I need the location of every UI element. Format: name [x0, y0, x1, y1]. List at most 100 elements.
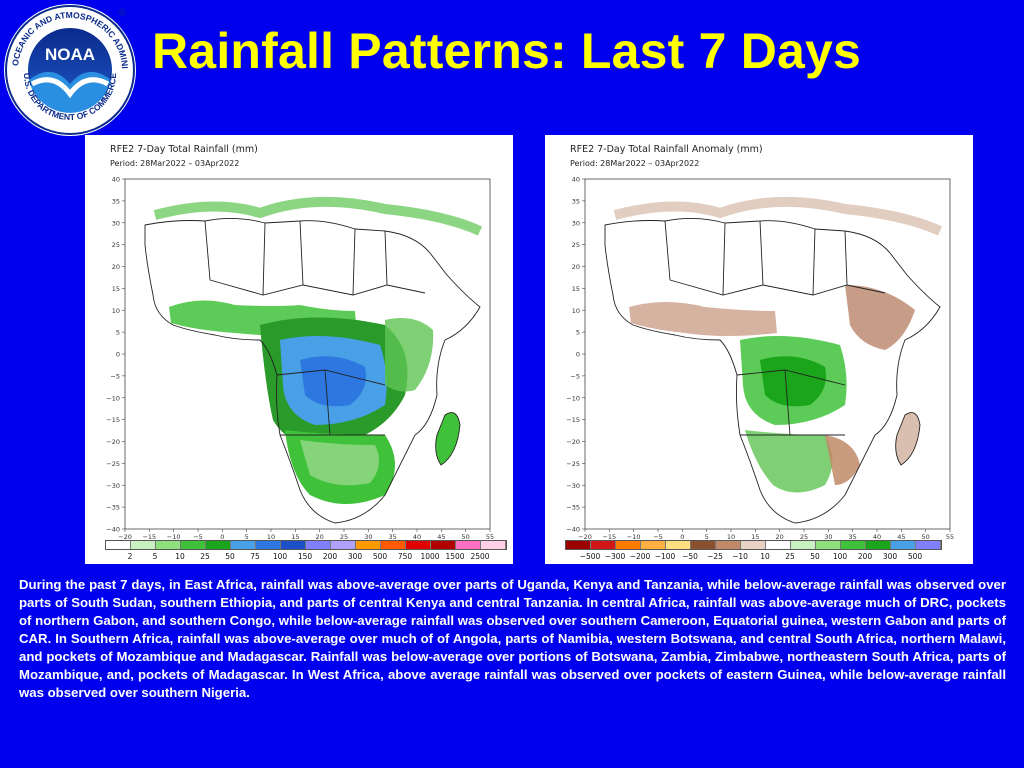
legend-swatch [791, 541, 816, 549]
legend-swatch [181, 541, 206, 549]
rainfall-anomaly-map-panel: RFE2 7-Day Total Rainfall Anomaly (mm) P… [545, 135, 973, 564]
lon-axis: −20 −15 −10 −5 0 5 10 15 20 25 30 35 40 45 50 55 [578, 529, 954, 541]
legend-tick-label: 300 [347, 552, 363, 561]
legend-swatch [691, 541, 716, 549]
rainfall-anomaly-map-period: Period: 28Mar2022 – 03Apr2022 [570, 159, 700, 168]
legend-swatch [591, 541, 616, 549]
legend-swatch [816, 541, 841, 549]
lon-axis: −20 −15 −10 −5 0 5 10 15 20 25 30 35 40 45 50 55 [118, 529, 494, 541]
lat-tick-label: 10 [572, 307, 580, 315]
lat-tick-label: −15 [566, 416, 580, 424]
legend-swatch [431, 541, 456, 549]
lat-tick-label: 35 [112, 197, 120, 205]
lat-tick-label: −40 [106, 526, 120, 534]
total-rainfall-map-title: RFE2 7-Day Total Rainfall (mm) [110, 144, 258, 155]
lon-tick-label: 45 [897, 533, 905, 541]
lat-tick-label: 15 [572, 285, 580, 293]
legend-tick-label: 5 [152, 552, 158, 561]
rain-fields [153, 196, 483, 504]
lon-tick-label: 35 [389, 533, 397, 541]
lat-tick-label: 5 [576, 329, 580, 337]
legend-tick-label: 50 [810, 552, 820, 561]
lon-tick-label: 5 [245, 533, 249, 541]
lon-tick-label: 0 [680, 533, 684, 541]
lon-tick-label: 40 [413, 533, 421, 541]
legend-swatch [331, 541, 356, 549]
lat-tick-label: 15 [112, 285, 120, 293]
legend-swatch [456, 541, 481, 549]
legend-tick-label: 300 [882, 552, 898, 561]
legend-tick-label: 1000 [420, 552, 440, 561]
legend-tick-label: 150 [297, 552, 313, 561]
legend-swatch [481, 541, 506, 549]
legend-swatch [131, 541, 156, 549]
lat-tick-label: −40 [566, 526, 580, 534]
legend-tick-label: 25 [785, 552, 795, 561]
legend-swatch [741, 541, 766, 549]
lon-tick-label: 30 [824, 533, 832, 541]
total-rainfall-legend: 2 5 10 25 50 75 100 150 200 300 500 750 1000 1500 2500 [105, 540, 507, 564]
legend-swatch [891, 541, 916, 549]
lon-tick-label: −15 [602, 533, 616, 541]
lon-tick-label: 15 [291, 533, 299, 541]
lat-tick-label: −10 [106, 394, 120, 402]
lon-tick-label: −20 [578, 533, 592, 541]
lon-tick-label: 25 [340, 533, 348, 541]
legend-tick-label: 25 [200, 552, 210, 561]
legend-tick-label: −50 [682, 552, 698, 561]
legend-swatch [281, 541, 306, 549]
lon-tick-label: 50 [462, 533, 470, 541]
legend-tick-label: 2500 [470, 552, 490, 561]
lon-tick-label: 25 [800, 533, 808, 541]
legend-swatch [406, 541, 431, 549]
legend-tick-label: 200 [857, 552, 873, 561]
lat-tick-label: 20 [572, 263, 580, 271]
lon-tick-label: 20 [316, 533, 324, 541]
legend-swatch [716, 541, 741, 549]
rainfall-anomaly-map: 4035302520151050−5−10−15−20−25−30−35−40 … [566, 176, 954, 542]
anomaly-fields [613, 196, 943, 493]
legend-swatch [566, 541, 591, 549]
lat-tick-label: −5 [110, 372, 120, 380]
lon-tick-label: −5 [193, 533, 203, 541]
lon-tick-label: 35 [849, 533, 857, 541]
legend-swatch [841, 541, 866, 549]
legend-tick-label: 500 [372, 552, 388, 561]
logo-registered-mark: ® [118, 8, 126, 19]
lat-tick-label: 35 [572, 197, 580, 205]
total-rainfall-map: 4035302520151050−5−10−15−20−25−30−35−40 … [106, 176, 494, 542]
legend-tick-label: −200 [629, 552, 651, 561]
lon-tick-label: 20 [776, 533, 784, 541]
lat-tick-label: −30 [106, 482, 120, 490]
legend-swatch [106, 541, 131, 549]
lon-tick-label: 50 [922, 533, 930, 541]
lon-tick-label: 0 [220, 533, 224, 541]
lon-tick-label: 45 [437, 533, 445, 541]
lat-tick-label: 40 [112, 176, 120, 184]
rainfall-anomaly-legend-swatches [565, 540, 942, 550]
lon-tick-label: 40 [873, 533, 881, 541]
slide-title: Rainfall Patterns: Last 7 Days [152, 23, 862, 79]
lat-tick-label: −30 [566, 482, 580, 490]
legend-tick-label: 100 [832, 552, 848, 561]
legend-tick-label: −10 [732, 552, 748, 561]
legend-tick-label: 100 [272, 552, 288, 561]
legend-tick-label: 750 [397, 552, 413, 561]
legend-swatch [381, 541, 406, 549]
legend-tick-label: −500 [579, 552, 601, 561]
lon-tick-label: 10 [267, 533, 275, 541]
lat-tick-label: −20 [566, 438, 580, 446]
lat-axis: 40 35 30 25 20 15 10 5 0 −5 −10 −15 −20 −25 −30 −35 −40 [106, 176, 125, 534]
legend-swatch [766, 541, 791, 549]
lon-tick-label: 10 [727, 533, 735, 541]
lat-tick-label: −35 [566, 504, 580, 512]
lat-tick-label: 0 [576, 351, 580, 359]
lon-tick-label: −20 [118, 533, 132, 541]
legend-swatch [866, 541, 891, 549]
legend-swatch [641, 541, 666, 549]
legend-tick-label: 1500 [445, 552, 465, 561]
noaa-logo: NATIONAL OCEANIC AND ATMOSPHERIC ADMINIS… [2, 2, 136, 136]
lat-tick-label: −25 [106, 460, 120, 468]
lat-tick-label: −10 [566, 394, 580, 402]
legend-swatch [306, 541, 331, 549]
